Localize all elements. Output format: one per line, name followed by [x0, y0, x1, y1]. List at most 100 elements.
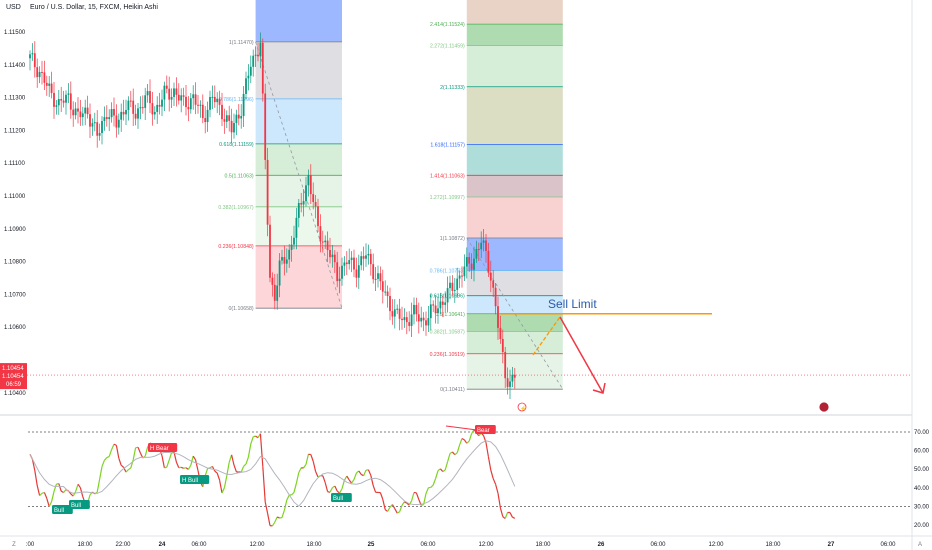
candle-body — [374, 278, 377, 280]
candle-body — [57, 99, 60, 106]
rsi-segment — [132, 447, 137, 461]
candle-body — [321, 241, 324, 243]
candle-body — [295, 217, 298, 238]
time-tick: 12:00 — [478, 542, 494, 548]
candle-body — [74, 108, 77, 116]
rsi-segment — [358, 470, 362, 475]
rsi-tick: 60.00 — [914, 449, 930, 455]
rsi-segment — [240, 466, 245, 473]
candle-body — [86, 107, 89, 115]
rsi-segment — [216, 472, 221, 481]
rsi-segment — [437, 468, 441, 472]
rsi-segment — [276, 516, 280, 519]
event-lightning-icon[interactable] — [517, 402, 527, 412]
rsi-segment — [339, 488, 343, 494]
candle-body — [403, 317, 406, 321]
us-flag-icon[interactable] — [818, 401, 830, 413]
rsi-segment — [442, 469, 446, 473]
rsi-segment — [214, 470, 218, 474]
fib-right-label: 1(1.10872) — [440, 236, 465, 242]
rsi-segment — [370, 475, 374, 486]
candle-body — [69, 93, 72, 110]
bear-badge — [475, 425, 496, 434]
candle-body — [367, 253, 370, 256]
candle-body — [329, 250, 331, 258]
bull-badge — [331, 493, 352, 502]
candle-body — [480, 242, 483, 250]
candle-body — [144, 95, 147, 108]
candle-body — [458, 275, 461, 279]
candle-body — [228, 115, 231, 121]
candle-body — [422, 317, 425, 321]
fib-right-band — [466, 313, 563, 332]
rsi-segment — [341, 480, 345, 489]
candle-body — [153, 111, 156, 115]
price-tick: 1.10600 — [4, 325, 26, 331]
candle-body — [497, 306, 499, 328]
rsi-segment — [387, 506, 391, 512]
candle-body — [252, 55, 255, 67]
rsi-segment — [228, 454, 233, 463]
candle-body — [413, 304, 415, 315]
time-tick: 18:00 — [535, 542, 551, 548]
rsi-segment — [298, 467, 302, 473]
rsi-segment — [315, 471, 319, 478]
candle-body — [33, 53, 36, 68]
candle-body — [513, 374, 516, 378]
candle-body — [326, 240, 329, 251]
candle-body — [187, 107, 190, 110]
candle-body — [165, 85, 168, 89]
candle-body — [273, 284, 276, 301]
fib-left-label: 1(1.11470) — [229, 40, 254, 46]
candle-body — [209, 96, 211, 110]
rsi-segment — [451, 451, 456, 456]
price-tick: 1.11200 — [4, 128, 26, 134]
candle-body — [117, 119, 120, 128]
time-tick: 26 — [598, 542, 605, 548]
rsi-segment — [391, 504, 396, 509]
rsi-segment — [447, 453, 451, 462]
candle-body — [465, 257, 468, 267]
candle-body — [48, 83, 51, 86]
candle-body — [204, 118, 207, 123]
rsi-segment — [454, 452, 458, 456]
rsi-segment — [51, 491, 55, 502]
candle-body — [180, 95, 183, 101]
lightning-glyph: ⚡ — [520, 405, 526, 412]
candle-body — [506, 378, 509, 387]
candle-body — [449, 282, 451, 289]
candle-body — [98, 133, 101, 136]
candle-body — [194, 94, 197, 105]
candle-body — [271, 277, 274, 285]
rsi-segment — [324, 482, 329, 492]
rsi-segment — [444, 461, 449, 471]
candle-body — [245, 78, 247, 94]
candle-body — [65, 94, 67, 103]
candle-body — [264, 93, 267, 160]
rsi-segment — [283, 499, 288, 511]
rsi-segment — [204, 468, 209, 476]
candle-body — [101, 121, 103, 134]
price-tick: 1.10900 — [4, 227, 26, 233]
rsi-segment — [180, 466, 184, 469]
candle-body — [84, 107, 87, 114]
fib-left-band — [255, 98, 342, 144]
candle-body — [173, 88, 175, 97]
candle-body — [415, 304, 418, 315]
projection-down-path — [559, 316, 604, 394]
candle-body — [345, 262, 348, 265]
time-tick: 12:00 — [708, 542, 724, 548]
candle-body — [192, 94, 195, 99]
rsi-segment — [490, 469, 494, 479]
candle-body — [494, 287, 497, 307]
rsi-segment — [279, 516, 283, 519]
symbol-title: Euro / U.S. Dollar, 15, FXCM, Heikin Ash… — [30, 4, 158, 11]
candle-body — [45, 82, 48, 86]
candle-body — [269, 224, 271, 278]
rsi-segment — [382, 499, 386, 510]
rsi-segment — [396, 511, 400, 514]
rsi-segment — [439, 468, 444, 473]
bar-countdown: 06:59 — [6, 382, 22, 388]
rsi-segment — [58, 483, 62, 492]
fib-left-label: 0.236(1.10848) — [218, 244, 253, 250]
